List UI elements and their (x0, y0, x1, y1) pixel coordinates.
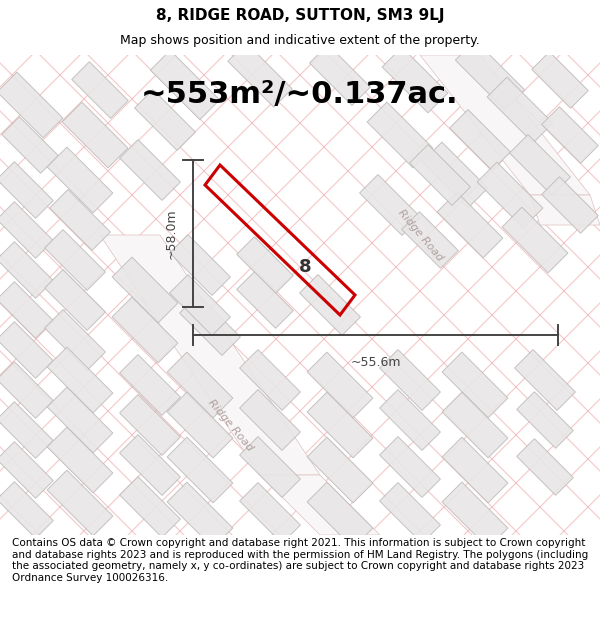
Text: Ridge Road: Ridge Road (206, 398, 254, 452)
Polygon shape (47, 347, 113, 413)
Polygon shape (167, 352, 233, 418)
Polygon shape (72, 62, 128, 118)
Polygon shape (442, 482, 508, 548)
Polygon shape (380, 437, 440, 498)
Text: Ridge Road: Ridge Road (395, 208, 445, 262)
Polygon shape (299, 274, 361, 336)
Polygon shape (167, 437, 233, 503)
Polygon shape (239, 389, 301, 451)
Polygon shape (455, 41, 524, 109)
Polygon shape (0, 442, 53, 498)
Polygon shape (449, 109, 511, 171)
Polygon shape (47, 147, 113, 213)
Polygon shape (151, 51, 220, 119)
Polygon shape (422, 142, 488, 208)
Polygon shape (119, 139, 181, 201)
Polygon shape (112, 297, 178, 363)
Polygon shape (134, 89, 196, 151)
Polygon shape (437, 192, 503, 258)
Polygon shape (307, 437, 373, 503)
Text: Map shows position and indicative extent of the property.: Map shows position and indicative extent… (120, 34, 480, 47)
Polygon shape (237, 237, 293, 293)
Polygon shape (402, 212, 458, 268)
Polygon shape (542, 177, 598, 233)
Polygon shape (170, 234, 230, 296)
Polygon shape (310, 44, 370, 106)
Polygon shape (170, 274, 230, 336)
Polygon shape (0, 362, 53, 418)
Polygon shape (119, 394, 181, 456)
Polygon shape (0, 322, 53, 378)
Polygon shape (477, 162, 543, 228)
Polygon shape (119, 354, 181, 416)
Polygon shape (119, 434, 181, 496)
Polygon shape (112, 257, 178, 323)
Polygon shape (0, 72, 63, 138)
Polygon shape (239, 349, 301, 411)
Polygon shape (0, 282, 53, 338)
Text: ~58.0m: ~58.0m (164, 208, 178, 259)
Polygon shape (47, 427, 113, 493)
Polygon shape (167, 392, 233, 458)
Polygon shape (307, 352, 373, 418)
Polygon shape (44, 229, 106, 291)
Polygon shape (442, 437, 508, 503)
Polygon shape (517, 392, 573, 448)
Polygon shape (442, 392, 508, 458)
Text: ~55.6m: ~55.6m (350, 356, 401, 369)
Text: 8: 8 (299, 258, 311, 276)
Polygon shape (0, 482, 53, 538)
Polygon shape (380, 482, 440, 543)
Polygon shape (167, 482, 233, 548)
Polygon shape (502, 207, 568, 273)
Polygon shape (487, 77, 553, 143)
Polygon shape (62, 102, 128, 168)
Text: Contains OS data © Crown copyright and database right 2021. This information is : Contains OS data © Crown copyright and d… (12, 538, 588, 583)
Polygon shape (509, 134, 571, 196)
Polygon shape (237, 272, 293, 328)
Polygon shape (530, 195, 600, 225)
Polygon shape (260, 475, 380, 535)
Polygon shape (50, 189, 110, 251)
Polygon shape (179, 294, 241, 356)
Polygon shape (100, 235, 320, 475)
Polygon shape (47, 470, 113, 536)
Polygon shape (380, 389, 440, 451)
Polygon shape (239, 437, 301, 498)
Polygon shape (380, 349, 440, 411)
Polygon shape (239, 482, 301, 543)
Text: 8, RIDGE ROAD, SUTTON, SM3 9LJ: 8, RIDGE ROAD, SUTTON, SM3 9LJ (156, 8, 444, 23)
Polygon shape (367, 102, 433, 168)
Polygon shape (0, 162, 53, 218)
Text: ~553m²/~0.137ac.: ~553m²/~0.137ac. (141, 80, 459, 109)
Polygon shape (410, 144, 470, 206)
Polygon shape (47, 387, 113, 453)
Polygon shape (307, 392, 373, 458)
Polygon shape (44, 309, 106, 371)
Polygon shape (420, 55, 590, 195)
Polygon shape (542, 107, 598, 163)
Polygon shape (515, 349, 575, 411)
Polygon shape (307, 482, 373, 548)
Polygon shape (0, 402, 53, 458)
Polygon shape (442, 352, 508, 418)
Polygon shape (119, 477, 181, 538)
Polygon shape (517, 439, 573, 495)
Polygon shape (359, 174, 421, 236)
Polygon shape (382, 47, 448, 113)
Polygon shape (532, 52, 588, 108)
Polygon shape (228, 43, 292, 107)
Polygon shape (2, 117, 58, 173)
Polygon shape (0, 242, 53, 298)
Polygon shape (44, 269, 106, 331)
Polygon shape (0, 202, 53, 258)
